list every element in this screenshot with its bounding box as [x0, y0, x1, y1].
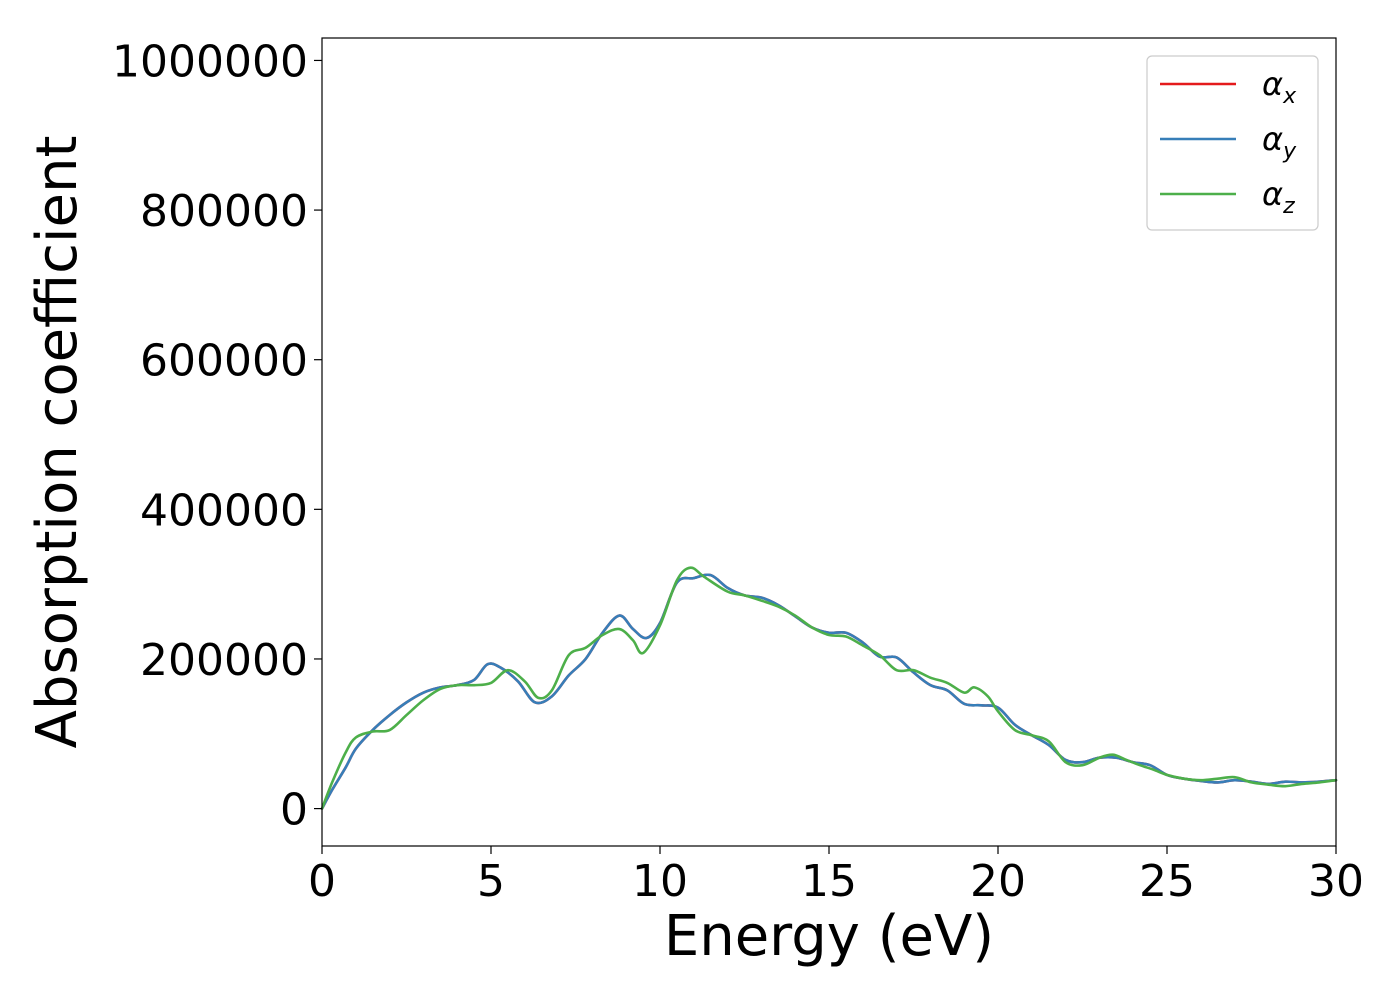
y-tick-label: 0 — [280, 785, 308, 836]
series-layer — [320, 566, 1338, 810]
legend-label-z: αz — [1262, 175, 1295, 219]
y-axis-ticks: 0 200000 400000 600000 800000 1000000 — [112, 36, 322, 836]
legend-subscript: z — [1282, 194, 1295, 219]
y-axis-title: Absorption coefficient — [25, 136, 90, 749]
x-tick-label: 5 — [477, 856, 505, 907]
legend-subscript: y — [1282, 139, 1297, 164]
y-tick-label: 400000 — [140, 485, 308, 536]
x-tick-label: 0 — [308, 856, 336, 907]
x-tick-label: 30 — [1308, 856, 1364, 907]
x-tick-label: 20 — [970, 856, 1026, 907]
legend-box — [1146, 55, 1319, 231]
x-axis-ticks: 0 5 10 15 20 25 30 — [308, 846, 1364, 907]
y-tick-label: 600000 — [140, 336, 308, 387]
legend-symbol: α — [1262, 120, 1283, 158]
x-tick-label: 25 — [1139, 856, 1195, 907]
legend-label-y: αy — [1262, 120, 1297, 164]
y-tick-label: 200000 — [140, 635, 308, 686]
y-tick-label: 800000 — [140, 186, 308, 237]
x-tick-label: 10 — [632, 856, 688, 907]
x-axis-title: Energy (eV) — [664, 904, 994, 969]
legend-subscript: x — [1282, 84, 1297, 109]
legend-label-x: αx — [1262, 65, 1297, 109]
x-tick-label: 15 — [801, 856, 857, 907]
series-line-z — [320, 566, 1338, 810]
legend-symbol: α — [1262, 65, 1283, 103]
y-tick-label: 1000000 — [112, 36, 308, 87]
legend-symbol: α — [1262, 175, 1283, 213]
